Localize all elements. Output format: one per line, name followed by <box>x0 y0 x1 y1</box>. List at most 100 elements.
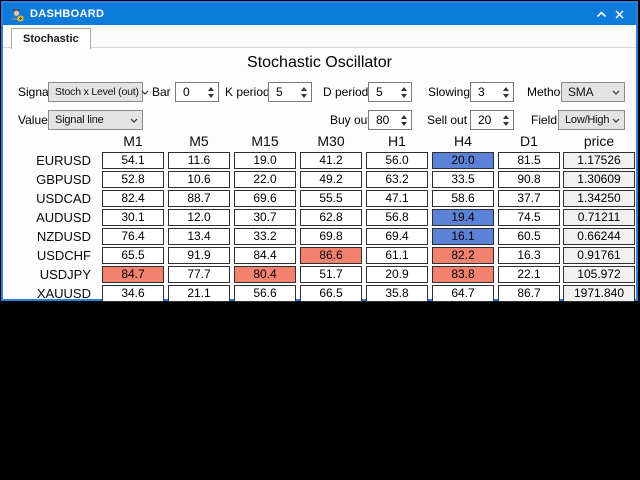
value-cell: 20.0 <box>432 152 494 169</box>
value-cell: 10.6 <box>168 171 230 188</box>
price-cell: 0.66244 <box>563 228 635 245</box>
value-cell: 47.1 <box>366 190 428 207</box>
value-cell: 80.4 <box>234 266 296 283</box>
spinner-up-icon[interactable] <box>401 114 407 119</box>
spinner-up-icon[interactable] <box>401 86 407 91</box>
table-row: GBPUSD 52.8 10.6 22.0 49.2 63.2 33.5 90.8 1.3060… <box>14 170 636 189</box>
spinner-up-icon[interactable] <box>503 114 509 119</box>
tab-strip: Stochastic <box>3 25 636 49</box>
spinner-down-icon[interactable] <box>208 93 214 98</box>
value-cell: 86.6 <box>300 247 362 264</box>
value-cell: 54.1 <box>102 152 164 169</box>
value-cell: 76.4 <box>102 228 164 245</box>
tab-label: Stochastic <box>23 33 79 45</box>
symbol-label: GBPUSD <box>36 172 91 187</box>
value-cell: 58.6 <box>432 190 494 207</box>
k-period-stepper[interactable]: 5 <box>268 82 312 102</box>
sell-out-value: 20 <box>478 113 492 127</box>
controls-row-1: Signal Stoch x Level (out) Bar 0 K perio… <box>3 82 636 102</box>
value-cell: 82.2 <box>432 247 494 264</box>
column-header: M30 <box>317 133 345 149</box>
value-cell: 20.9 <box>366 266 428 283</box>
collapse-button[interactable] <box>592 5 610 23</box>
value-cell: 56.8 <box>366 209 428 226</box>
slowing-stepper[interactable]: 3 <box>470 82 514 102</box>
slowing-label: Slowing <box>428 85 471 99</box>
table-row: USDJPY 84.7 77.7 80.4 51.7 20.9 83.8 22.1 105.97… <box>14 265 636 284</box>
value-cell: 56.0 <box>366 152 428 169</box>
value-cell: 37.7 <box>498 190 560 207</box>
sell-out-label: Sell out <box>427 113 468 127</box>
column-header: M15 <box>251 133 279 149</box>
column-header: M1 <box>123 133 143 149</box>
signal-value: Stoch x Level (out) <box>55 86 139 98</box>
value-cell: 22.0 <box>234 171 296 188</box>
signal-label: Signal <box>18 85 52 99</box>
field-value: Low/High <box>565 114 610 126</box>
chevron-down-icon <box>139 90 149 95</box>
value-cell: 12.0 <box>168 209 230 226</box>
spinner-down-icon[interactable] <box>503 121 509 126</box>
value-cell: 16.3 <box>498 247 560 264</box>
spinner-down-icon[interactable] <box>301 93 307 98</box>
spinner-up-icon[interactable] <box>503 86 509 91</box>
value-cell: 30.1 <box>102 209 164 226</box>
bar-value: 0 <box>183 85 190 99</box>
value-cell: 88.7 <box>168 190 230 207</box>
value-cell: 13.4 <box>168 228 230 245</box>
tab-stochastic[interactable]: Stochastic <box>11 28 91 49</box>
spinner-down-icon[interactable] <box>401 121 407 126</box>
table-row: EURUSD 54.1 11.6 19.0 41.2 56.0 20.0 81.5 1.1752… <box>14 151 636 170</box>
panel-content: Stochastic Oscillator Signal Stoch x Lev… <box>3 54 636 305</box>
field-select[interactable]: Low/High <box>558 110 625 130</box>
value-cell: 69.8 <box>300 228 362 245</box>
value-select[interactable]: Signal line <box>48 110 143 130</box>
method-label: Method <box>527 85 568 99</box>
spinner-up-icon[interactable] <box>301 86 307 91</box>
value-cell: 84.7 <box>102 266 164 283</box>
price-cell: 1.34250 <box>563 190 635 207</box>
d-period-stepper[interactable]: 5 <box>368 82 412 102</box>
price-cell: 0.71211 <box>563 209 635 226</box>
buy-out-stepper[interactable]: 80 <box>368 110 412 130</box>
spinner-down-icon[interactable] <box>503 93 509 98</box>
value-label: Value <box>18 113 48 127</box>
close-icon <box>614 9 624 19</box>
symbol-label: EURUSD <box>36 153 91 168</box>
stochastic-table: M1 M5 M15 M30 H1 H4 D1 price EURUSD 54.1 1… <box>14 131 636 303</box>
price-cell: 1.17526 <box>563 152 635 169</box>
table-row: USDCHF 65.5 91.9 84.4 86.6 61.1 82.2 16.3 0.9176… <box>14 246 636 265</box>
column-header: H1 <box>388 133 406 149</box>
value-cell: 64.7 <box>432 285 494 302</box>
value-cell: 19.4 <box>432 209 494 226</box>
d-period-label: D period <box>323 85 369 99</box>
stochastic-table-body: EURUSD 54.1 11.6 19.0 41.2 56.0 20.0 81.5 1.1752… <box>14 151 636 303</box>
d-period-value: 5 <box>376 85 383 99</box>
value-cell: 83.8 <box>432 266 494 283</box>
value-cell: 21.1 <box>168 285 230 302</box>
value-cell: 66.5 <box>300 285 362 302</box>
buy-out-label: Buy out <box>330 113 371 127</box>
page-title: Stochastic Oscillator <box>247 54 392 71</box>
value-cell: 60.5 <box>498 228 560 245</box>
buy-out-value: 80 <box>376 113 390 127</box>
symbol-label: USDJPY <box>39 267 91 282</box>
value-cell: 81.5 <box>498 152 560 169</box>
signal-select[interactable]: Stoch x Level (out) <box>48 82 149 102</box>
value-cell: 74.5 <box>498 209 560 226</box>
bar-stepper[interactable]: 0 <box>175 82 219 102</box>
value-cell: 56.6 <box>234 285 296 302</box>
close-button[interactable] <box>610 5 628 23</box>
value-cell: 52.8 <box>102 171 164 188</box>
value-cell: 30.7 <box>234 209 296 226</box>
sell-out-stepper[interactable]: 20 <box>470 110 514 130</box>
value-cell: 35.8 <box>366 285 428 302</box>
spinner-up-icon[interactable] <box>208 86 214 91</box>
method-select[interactable]: SMA <box>561 82 625 102</box>
chevron-up-icon <box>596 10 606 17</box>
value-cell: 49.2 <box>300 171 362 188</box>
value-cell: 33.2 <box>234 228 296 245</box>
value-value: Signal line <box>55 114 104 126</box>
spinner-down-icon[interactable] <box>401 93 407 98</box>
